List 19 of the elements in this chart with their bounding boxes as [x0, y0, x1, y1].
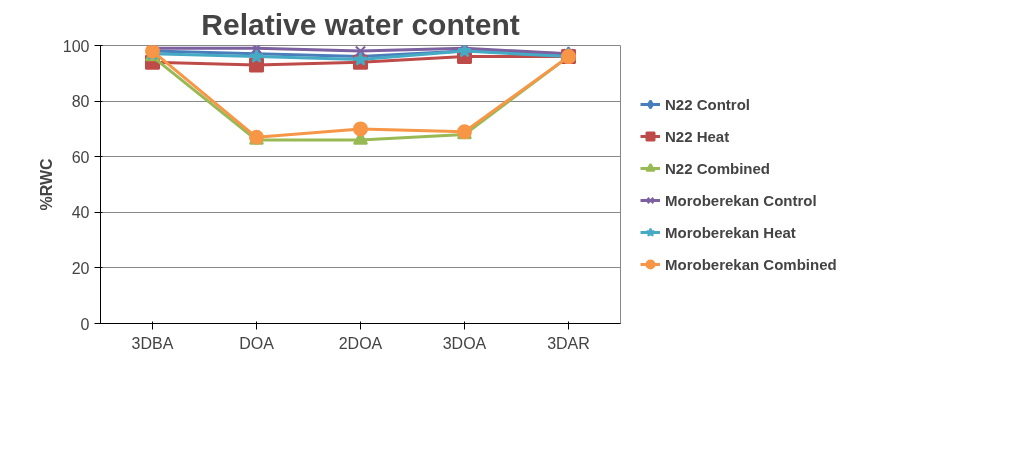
x-tick-label: 2DOA [338, 334, 383, 352]
legend-label: N22 Heat [665, 127, 730, 145]
legend-label: Moroberekan Control [665, 191, 817, 209]
legend-label: N22 Combined [665, 159, 771, 177]
y-axis-title: %RWC [37, 157, 55, 211]
legend-label: Moroberekan Combined [665, 255, 837, 273]
x-tick-label: DOA [239, 334, 275, 352]
x-tick-label: 3DBA [131, 334, 174, 352]
y-tick-label: 80 [71, 93, 90, 111]
legend-label: Moroberekan Heat [665, 223, 796, 241]
y-tick-label: 100 [62, 37, 90, 55]
x-tick-label: 3DOA [442, 334, 487, 352]
y-tick-label: 40 [71, 204, 90, 222]
chart-title: Relative water content [201, 7, 520, 41]
y-tick-label: 20 [71, 259, 90, 277]
legend-label: N22 Control [665, 95, 751, 113]
x-tick-label: 3DAR [547, 334, 590, 352]
y-tick-label: 60 [71, 148, 90, 166]
y-tick-label: 0 [80, 315, 90, 333]
